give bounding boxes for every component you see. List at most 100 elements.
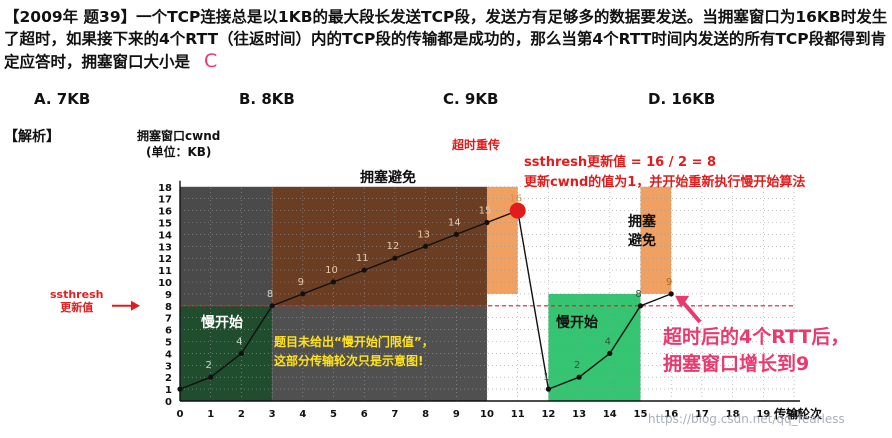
- x-tick-label: 17: [695, 409, 709, 420]
- data-point: [392, 255, 398, 261]
- region-green: [548, 293, 641, 401]
- point-label: 1: [543, 372, 549, 383]
- answer-mark: C: [204, 50, 218, 72]
- data-point: [576, 374, 582, 380]
- ssthresh-left-label: ssthresh 更新值: [50, 288, 103, 314]
- ssthresh-left-line2: 更新值: [60, 301, 94, 314]
- cwnd-line-1: [517, 210, 550, 390]
- x-tick-label: 8: [422, 409, 429, 420]
- y-tick-label: 11: [158, 266, 172, 277]
- x-tick-label: 14: [603, 409, 617, 420]
- y-tick-label: 18: [158, 183, 172, 194]
- y-tick-label: 2: [165, 373, 172, 384]
- y-tick-label: 12: [158, 254, 172, 265]
- y-axis-label-line1: 拥塞窗口cwnd: [137, 129, 221, 143]
- congestion-avoidance-label: 拥塞避免: [360, 170, 416, 186]
- y-axis-label: 拥塞窗口cwnd (单位：KB): [137, 128, 220, 160]
- x-tick-label: 6: [361, 409, 368, 420]
- slow-start-label-2: 慢开始: [556, 315, 598, 331]
- analysis-label: 【解析】: [4, 129, 60, 145]
- x-tick-label: 20: [787, 409, 801, 420]
- slow-start-label-1: 慢开始: [201, 315, 243, 331]
- data-point: [208, 374, 214, 380]
- result-arrow-head: [675, 295, 690, 308]
- question-text: 【2009年 题39】一个TCP连接总是以1KB的最大段长发送TCP段，发送方有…: [4, 6, 888, 73]
- region-gray-lower: [272, 305, 487, 401]
- option-a: A. 7KB: [34, 90, 91, 108]
- question-body: 【2009年 题39】一个TCP连接总是以1KB的最大段长发送TCP段，发送方有…: [4, 8, 888, 71]
- timeout-marker: [509, 202, 526, 219]
- y-tick-label: 8: [165, 302, 172, 313]
- x-axis-label: 传输轮次: [774, 407, 823, 421]
- x-tick-label: 13: [572, 409, 586, 420]
- y-tick-label: 9: [165, 290, 172, 301]
- data-point: [668, 291, 674, 297]
- ssthresh-arrow-head: [131, 300, 140, 311]
- point-label: 16: [509, 194, 522, 205]
- result-line1: 超时后的4个RTT后，: [663, 326, 850, 348]
- data-point: [423, 243, 429, 249]
- data-point: [269, 303, 275, 309]
- congestion-avoidance-label-2: 拥塞 避免: [628, 213, 656, 251]
- y-axis-label-line2: (单位：KB): [145, 145, 212, 159]
- y-tick-label: 16: [158, 207, 172, 218]
- point-label: 12: [387, 241, 400, 252]
- timeout-label: 超时重传: [452, 138, 501, 152]
- ssthresh-update-note: ssthresh更新值 = 16 / 2 = 8 更新cwnd的值为1，并开始重…: [524, 153, 805, 193]
- x-tick-label: 16: [664, 409, 678, 420]
- option-d: D. 16KB: [648, 90, 716, 108]
- result-note: 超时后的4个RTT后， 拥塞窗口增长到9: [663, 324, 849, 378]
- point-label: 8: [635, 289, 641, 300]
- result-line2: 拥塞窗口增长到9: [663, 353, 810, 375]
- x-tick-label: 9: [453, 409, 460, 420]
- ssthresh-update-line2: 更新cwnd的值为1，并开始重新执行慢开始算法: [524, 175, 806, 190]
- y-tick-label: 15: [158, 219, 172, 230]
- y-tick-label: 4: [165, 349, 172, 360]
- data-point: [330, 279, 337, 285]
- ca2-line2: 避免: [628, 233, 656, 249]
- x-tick-label: 15: [634, 409, 648, 420]
- data-point: [361, 267, 367, 273]
- data-point: [545, 386, 552, 392]
- y-tick-label: 6: [165, 326, 172, 337]
- region-gray: [180, 186, 273, 306]
- ssthresh-left-line1: ssthresh: [50, 288, 104, 301]
- data-point: [484, 219, 490, 226]
- y-tick-label: 14: [158, 230, 172, 241]
- x-tick-label: 19: [756, 409, 770, 420]
- x-tick-label: 10: [480, 409, 494, 420]
- data-point: [238, 350, 244, 356]
- watermark: https://blog.csdn.net/qq_fearless: [648, 412, 845, 426]
- region-brown: [272, 186, 487, 306]
- point-label: 2: [574, 360, 580, 371]
- y-tick-label: 7: [165, 314, 172, 325]
- y-tick-label: 5: [165, 338, 172, 349]
- x-tick-label: 12: [541, 409, 555, 420]
- schematic-note: 题目未给出“慢开始门限值”， 这部分传输轮次只是示意图!: [274, 333, 434, 371]
- point-label: 8: [267, 289, 273, 300]
- y-tick-label: 0: [165, 397, 172, 408]
- option-c: C. 9KB: [443, 90, 499, 108]
- schematic-note-line1: 题目未给出“慢开始门限值”，: [274, 335, 434, 349]
- region-orange-2: [640, 186, 672, 294]
- x-tick-label: 5: [330, 409, 337, 420]
- point-label: 2: [206, 360, 212, 371]
- x-tick-label: 3: [269, 409, 276, 420]
- x-tick-label: 7: [391, 409, 398, 420]
- y-tick-label: 10: [158, 278, 172, 289]
- data-point: [300, 291, 306, 297]
- point-label: 11: [356, 253, 369, 264]
- point-label: 4: [605, 336, 611, 347]
- x-tick-label: 11: [511, 409, 525, 420]
- y-tick-label: 17: [158, 195, 172, 206]
- ca2-line1: 拥塞: [628, 214, 656, 230]
- point-label: 10: [325, 265, 338, 276]
- point-label: 15: [479, 206, 492, 217]
- point-label: 9: [298, 277, 304, 288]
- ssthresh-update-line1: ssthresh更新值 = 16 / 2 = 8: [524, 155, 717, 170]
- x-tick-label: 0: [177, 409, 184, 420]
- data-point: [177, 386, 183, 392]
- y-tick-label: 3: [165, 361, 172, 372]
- point-label: 14: [448, 217, 461, 228]
